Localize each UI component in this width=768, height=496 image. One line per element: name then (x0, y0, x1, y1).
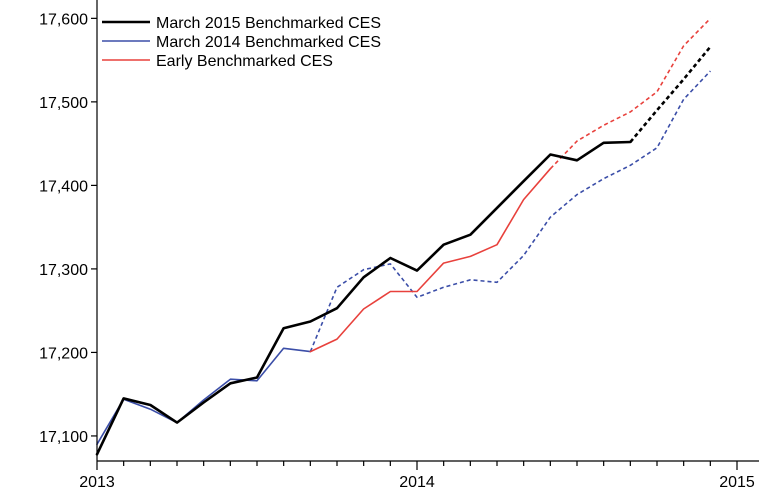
y-tick-label: 17,200 (39, 345, 88, 362)
plot-lines (95, 17, 712, 456)
axes (96, 0, 759, 462)
y-tick-label: 17,300 (39, 262, 88, 279)
legend-label: Early Benchmarked CES (156, 53, 333, 70)
y-tick-label: 17,100 (39, 429, 88, 446)
y-tick-label: 17,600 (39, 11, 88, 28)
legend: March 2015 Benchmarked CES March 2014 Ben… (102, 15, 381, 70)
x-axis-ticks: 2013 2014 2015 (79, 461, 755, 491)
series-early-benchmarked-ces-solid-line (309, 167, 552, 353)
y-axis-ticks: 17,100 17,200 17,300 17,400 17,500 17,600 (39, 11, 97, 446)
series-march-2014-benchmarked-ces-dashed-line (309, 70, 711, 352)
y-tick-label: 17,400 (39, 178, 88, 195)
x-tick-label: 2014 (399, 474, 435, 491)
x-tick-label: 2013 (79, 474, 115, 491)
series-early-benchmarked-ces-dashed-line (549, 17, 711, 170)
legend-label: March 2015 Benchmarked CES (156, 15, 381, 32)
legend-label: March 2014 Benchmarked CES (156, 34, 381, 51)
series-march-2015-benchmarked-ces-solid-line (95, 140, 632, 456)
series-march-2015-benchmarked-ces-dashed-line (629, 45, 712, 143)
series-march-2014-benchmarked-ces-solid-line (96, 347, 312, 446)
y-tick-label: 17,500 (39, 95, 88, 112)
x-tick-label: 2015 (719, 474, 755, 491)
